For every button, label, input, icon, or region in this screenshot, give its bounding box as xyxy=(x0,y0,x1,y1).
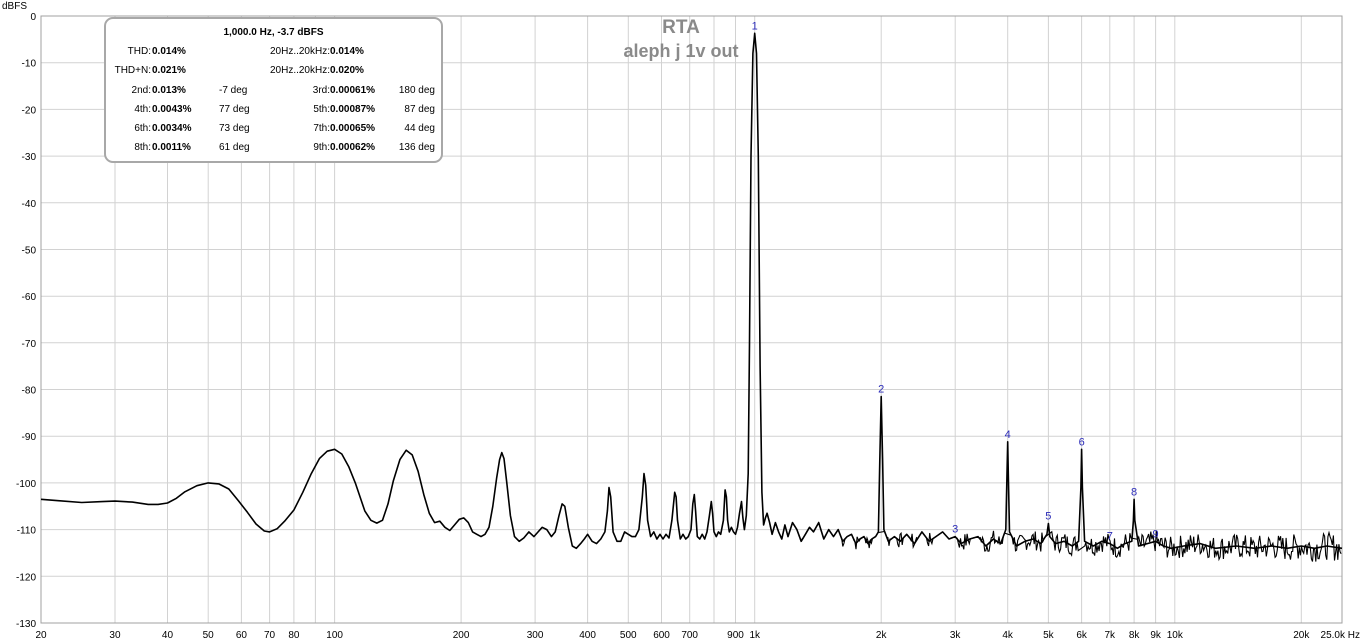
x-tick-label: 700 xyxy=(681,630,698,641)
harmonic-phase: 180 deg xyxy=(398,85,435,96)
y-tick-label: -30 xyxy=(22,152,37,163)
x-tick-label: 6k xyxy=(1076,630,1088,641)
y-tick-label: -20 xyxy=(22,105,37,116)
harmonic-markers: 1 2 3 4 5 6 7 8 9 xyxy=(752,20,1159,542)
harmonic-phase: 136 deg xyxy=(398,142,435,153)
y-tick-label: -60 xyxy=(22,292,37,303)
y-tick-label: -80 xyxy=(22,386,37,397)
y-tick-label: -90 xyxy=(22,432,37,443)
harmonic-label: 1 xyxy=(752,20,758,32)
x-tick-label: 1k xyxy=(749,630,761,641)
x-tick-label: 900 xyxy=(727,630,744,641)
x-tick-label: 40 xyxy=(162,630,174,641)
y-tick-label: -110 xyxy=(17,526,37,537)
thd-info-box: 1,000.0 Hz, -3.7 dBFS THD: 0.014% 20Hz..… xyxy=(104,17,443,163)
y-tick-label: -40 xyxy=(22,199,37,210)
x-axis-ticks: 20 30 40 50 60 70 80 100 200 300 400 500 600 700 900 1k… xyxy=(35,630,1360,641)
thd-band-value: 0.014% xyxy=(330,46,364,57)
x-tick-label: 600 xyxy=(653,630,670,641)
thd-value: 0.014% xyxy=(152,46,186,57)
harmonic-label: 4 xyxy=(1005,429,1011,441)
x-tick-label: 7k xyxy=(1104,630,1116,641)
fundamental-summary: 1,000.0 Hz, -3.7 dBFS xyxy=(223,27,324,38)
harmonic-name: 7th: xyxy=(313,123,330,134)
harmonic-phase: -7 deg xyxy=(219,85,248,96)
thdn-label: THD+N: xyxy=(114,65,151,76)
thd-band-label: 20Hz..20kHz: xyxy=(269,46,330,57)
x-tick-label: 20k xyxy=(1293,630,1310,641)
y-tick-label: -100 xyxy=(16,479,36,490)
harmonic-name: 6th: xyxy=(134,123,151,134)
x-tick-label: 2k xyxy=(876,630,888,641)
harmonic-name: 2nd: xyxy=(131,85,151,96)
chart-title: RTA xyxy=(662,17,700,38)
harmonic-name: 8th: xyxy=(134,142,151,153)
harmonic-phase: 44 deg xyxy=(404,123,435,134)
harmonic-value: 0.00061% xyxy=(330,85,376,96)
x-tick-label: 60 xyxy=(236,630,248,641)
harmonic-label: 2 xyxy=(878,384,884,396)
harmonic-label: 8 xyxy=(1131,486,1137,498)
harmonic-phase: 77 deg xyxy=(219,104,250,115)
harmonic-value: 0.0011% xyxy=(152,142,191,153)
x-tick-label: 50 xyxy=(203,630,215,641)
x-tick-label: 80 xyxy=(288,630,300,641)
y-tick-label: -10 xyxy=(22,59,37,70)
harmonic-label: 6 xyxy=(1079,436,1085,448)
harmonic-value: 0.013% xyxy=(152,85,186,96)
y-tick-label: 0 xyxy=(30,12,36,23)
harmonic-value: 0.0043% xyxy=(152,104,192,115)
thdn-value: 0.021% xyxy=(152,65,186,76)
harmonic-name: 3rd: xyxy=(312,85,330,96)
y-axis-label: dBFS xyxy=(2,1,27,12)
harmonic-name: 9th: xyxy=(313,142,330,153)
x-tick-label: 500 xyxy=(620,630,637,641)
x-tick-label: 4k xyxy=(1002,630,1014,641)
spectrum-series xyxy=(40,32,1343,562)
x-tick-label: 70 xyxy=(264,630,276,641)
x-tick-label: 8k xyxy=(1129,630,1141,641)
harmonic-label: 5 xyxy=(1045,511,1051,523)
harmonic-phase: 73 deg xyxy=(219,123,250,134)
x-tick-label: 400 xyxy=(579,630,596,641)
x-tick-label: 10k xyxy=(1167,630,1184,641)
harmonic-name: 4th: xyxy=(134,104,151,115)
x-tick-label: 3k xyxy=(950,630,962,641)
x-tick-label: 25.0k Hz xyxy=(1321,630,1360,641)
harmonic-value: 0.00062% xyxy=(330,142,376,153)
harmonic-label: 7 xyxy=(1107,531,1113,543)
x-tick-label: 5k xyxy=(1043,630,1055,641)
y-tick-label: -70 xyxy=(22,339,37,350)
harmonic-name: 5th: xyxy=(313,104,330,115)
harmonic-value: 0.0034% xyxy=(152,123,192,134)
y-axis-ticks: 0 -10 -20 -30 -40 -50 -60 -70 -80 -90 -100 -110 -120… xyxy=(16,12,36,630)
harmonic-value: 0.00065% xyxy=(330,123,376,134)
spectrum-line xyxy=(40,32,1343,550)
x-tick-label: 100 xyxy=(326,630,343,641)
thdn-band-label: 20Hz..20kHz: xyxy=(269,65,330,76)
noise-floor-line xyxy=(763,512,1342,562)
thdn-band-value: 0.020% xyxy=(330,65,364,76)
y-tick-label: -130 xyxy=(16,619,36,630)
harmonic-phase: 61 deg xyxy=(219,142,250,153)
x-tick-label: 9k xyxy=(1150,630,1162,641)
y-tick-label: -50 xyxy=(22,245,37,256)
harmonic-label: 9 xyxy=(1153,528,1159,540)
harmonic-label: 3 xyxy=(952,524,958,536)
x-tick-label: 200 xyxy=(453,630,470,641)
harmonic-value: 0.00087% xyxy=(330,104,376,115)
thd-label: THD: xyxy=(127,46,151,57)
x-tick-label: 300 xyxy=(527,630,544,641)
plot-border xyxy=(40,15,1343,624)
chart-subtitle: aleph j 1v out xyxy=(623,41,738,61)
x-tick-label: 20 xyxy=(35,630,47,641)
y-tick-label: -120 xyxy=(16,572,36,583)
harmonic-phase: 87 deg xyxy=(404,104,435,115)
x-tick-label: 30 xyxy=(109,630,121,641)
